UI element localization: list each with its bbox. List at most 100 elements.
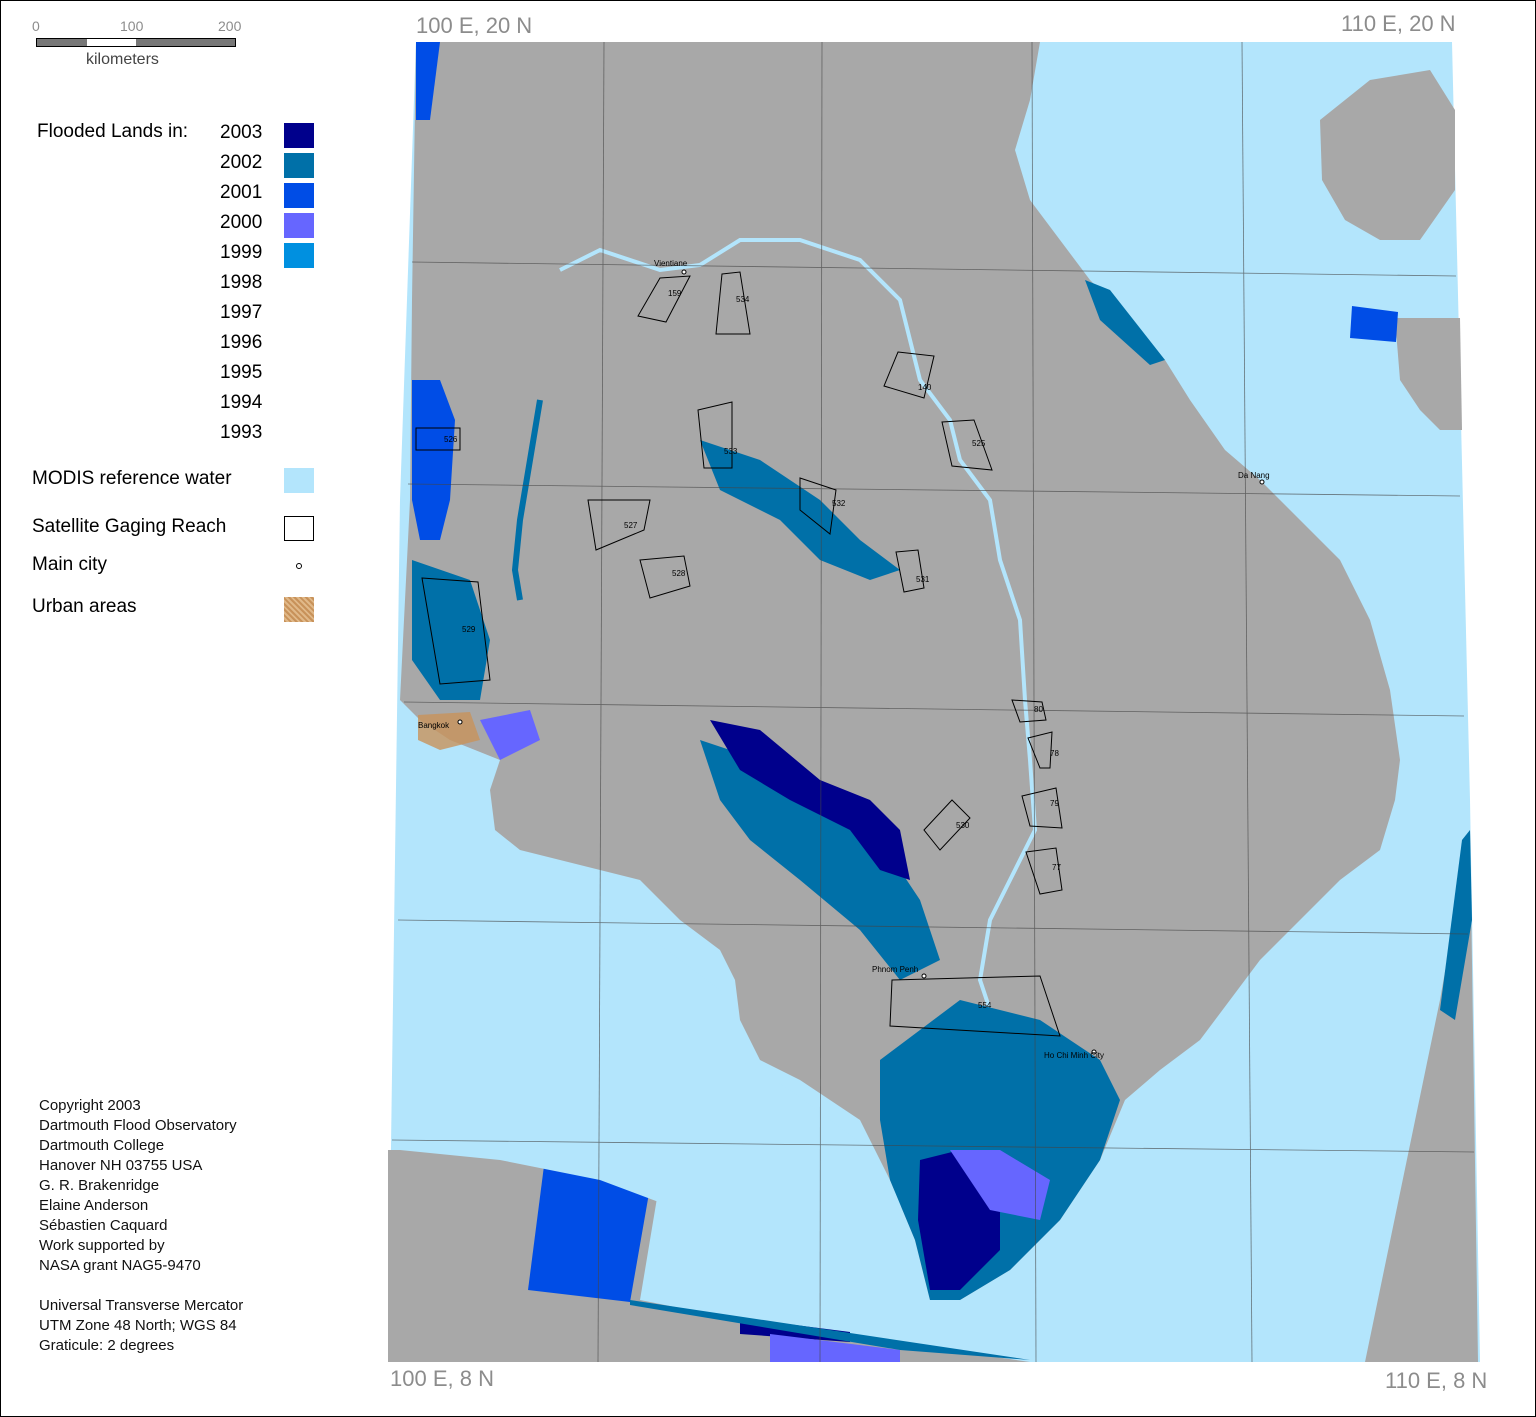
corner-bottom-right: 110 E, 8 N xyxy=(1385,1368,1488,1393)
east-land-fragment xyxy=(1395,318,1462,430)
legend-title: Flooded Lands in: xyxy=(37,121,189,142)
city-label-phnom-penh: Phnom Penh xyxy=(872,965,918,974)
hainan-island xyxy=(1320,70,1455,240)
credit-line: Dartmouth College xyxy=(39,1137,165,1154)
city-label-bangkok: Bangkok xyxy=(418,721,450,730)
reach-box xyxy=(889,975,1061,1037)
legend-swatch-2001 xyxy=(284,183,314,208)
flood-strip-2002 xyxy=(630,1300,1030,1360)
reach-number-label: 534 xyxy=(736,295,750,304)
reach-box xyxy=(799,477,837,535)
corner-top-left: 100 E, 20 N xyxy=(416,13,533,38)
flood-2002-west xyxy=(412,560,490,700)
credits-block: Copyright 2003 Dartmouth Flood Observator… xyxy=(39,1096,237,1276)
reach-box xyxy=(697,401,733,469)
reach-number-label: 526 xyxy=(444,435,458,444)
flood-2002-northeast xyxy=(1085,280,1165,365)
reach-box xyxy=(883,351,935,399)
legend-year-1997: 1997 xyxy=(220,302,263,323)
flood-2002-right-strip xyxy=(1440,830,1472,1020)
chao-phraya-river xyxy=(511,399,543,601)
reach-number-label: 140 xyxy=(918,383,932,392)
scale-tick-100: 100 xyxy=(120,18,144,34)
flood-strip-2000 xyxy=(770,1334,900,1362)
flood-2001-block xyxy=(528,1158,652,1302)
credit-line: Hanover NH 03755 USA xyxy=(39,1157,203,1174)
scale-bar xyxy=(36,38,236,47)
legend-swatch-1999 xyxy=(284,243,314,268)
legend-year-2001: 2001 xyxy=(220,182,263,203)
reach-box xyxy=(1021,787,1063,829)
gaging-reaches xyxy=(415,271,1063,1037)
flood-2002-tonle xyxy=(700,740,940,980)
reach-box xyxy=(415,427,461,451)
legend-gaging-reach-label: Satellite Gaging Reach xyxy=(32,516,227,537)
flood-2000-delta xyxy=(950,1150,1050,1220)
projection-line: UTM Zone 48 North; WGS 84 xyxy=(39,1317,237,1334)
reach-number-label: 80 xyxy=(1034,705,1043,714)
credit-line: Work supported by xyxy=(39,1237,165,1254)
reach-number-label: 79 xyxy=(1050,799,1059,808)
legend-year-2000: 2000 xyxy=(220,212,263,233)
legend-swatch-2003 xyxy=(284,123,314,148)
reach-number-label: 77 xyxy=(1052,863,1061,872)
reach-number-label: 530 xyxy=(956,821,970,830)
reach-labels: 159 534 140 525 526 533 527 528 532 531 529 80 78 79 5… xyxy=(444,289,1061,1010)
city-label-da-nang: Da Nang xyxy=(1238,471,1270,480)
reach-number-label: 525 xyxy=(972,439,986,448)
legend-year-1996: 1996 xyxy=(220,332,263,353)
reach-number-label: 554 xyxy=(978,1001,992,1010)
reach-box xyxy=(923,799,971,851)
flood-2003-north xyxy=(416,42,440,120)
reach-number-label: 533 xyxy=(724,447,738,456)
graticule xyxy=(391,41,1475,1363)
reach-number-label: 528 xyxy=(672,569,686,578)
credit-line: Dartmouth Flood Observatory xyxy=(39,1117,237,1134)
corner-bottom-left: 100 E, 8 N xyxy=(390,1366,494,1391)
legend-urban-areas-swatch xyxy=(284,597,314,622)
reach-box xyxy=(1011,699,1047,723)
city-label-vientiane: Vientiane xyxy=(654,259,688,268)
credit-line: Copyright 2003 xyxy=(39,1097,141,1114)
flood-2003-west xyxy=(412,380,455,540)
credit-line: Sébastien Caquard xyxy=(39,1217,168,1234)
reach-box xyxy=(715,271,751,335)
projection-line: Universal Transverse Mercator xyxy=(39,1297,244,1314)
legend-year-2003: 2003 xyxy=(220,122,263,143)
scale-tick-0: 0 xyxy=(32,18,40,34)
reach-number-label: 529 xyxy=(462,625,476,634)
legend-urban-areas-label: Urban areas xyxy=(32,596,137,617)
legend-year-2002: 2002 xyxy=(220,152,263,173)
mekong-river xyxy=(559,238,1042,1151)
reach-box xyxy=(587,499,651,551)
city-label-ho-chi-minh-city: Ho Chi Minh City xyxy=(1044,1051,1104,1060)
reach-number-label: 527 xyxy=(624,521,638,530)
legend-swatch-2002 xyxy=(284,153,314,178)
legend-swatch-2000 xyxy=(284,213,314,238)
flood-2003-tonle xyxy=(710,720,910,880)
reach-box xyxy=(639,555,691,599)
legend-year-1998: 1998 xyxy=(220,272,263,293)
city-markers xyxy=(457,269,1265,1055)
flood-2001-east xyxy=(1350,306,1398,342)
flood-2000-bangkok xyxy=(480,710,540,760)
reach-number-label: 159 xyxy=(668,289,682,298)
legend-reference-water-swatch xyxy=(284,468,314,493)
legend-year-1994: 1994 xyxy=(220,392,263,413)
reach-number-label: 532 xyxy=(832,499,846,508)
urban-bangkok xyxy=(418,712,480,750)
reach-box xyxy=(637,275,691,323)
legend-reference-water-label: MODIS reference water xyxy=(32,468,232,489)
corner-top-right: 110 E, 20 N xyxy=(1341,11,1456,36)
scale-unit-label: kilometers xyxy=(86,51,159,68)
legend-year-1995: 1995 xyxy=(220,362,263,383)
scale-tick-200: 200 xyxy=(218,18,242,34)
projection-line: Graticule: 2 degrees xyxy=(39,1337,175,1354)
legend-main-city-marker xyxy=(296,563,302,569)
legend-year-1999: 1999 xyxy=(220,242,263,263)
reach-box xyxy=(421,577,491,685)
reach-box xyxy=(1027,731,1053,769)
reach-box xyxy=(895,549,925,593)
legend-main-city-label: Main city xyxy=(32,554,107,575)
